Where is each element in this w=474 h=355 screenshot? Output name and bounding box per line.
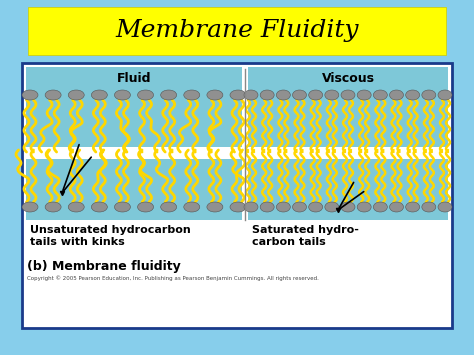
Ellipse shape (406, 90, 419, 100)
Ellipse shape (325, 90, 339, 100)
Ellipse shape (22, 90, 38, 100)
Ellipse shape (207, 202, 223, 212)
Ellipse shape (230, 90, 246, 100)
Ellipse shape (184, 90, 200, 100)
Text: Fluid: Fluid (117, 71, 151, 84)
Ellipse shape (276, 90, 291, 100)
Ellipse shape (114, 90, 130, 100)
Ellipse shape (207, 90, 223, 100)
Ellipse shape (68, 90, 84, 100)
Ellipse shape (422, 90, 436, 100)
FancyBboxPatch shape (26, 67, 242, 220)
Ellipse shape (325, 202, 339, 212)
Ellipse shape (244, 90, 258, 100)
Ellipse shape (390, 90, 403, 100)
FancyBboxPatch shape (248, 147, 448, 159)
Text: Membrane Fluidity: Membrane Fluidity (115, 20, 359, 43)
FancyBboxPatch shape (26, 147, 242, 159)
Ellipse shape (114, 202, 130, 212)
Ellipse shape (260, 202, 274, 212)
Text: Saturated hydro-
carbon tails: Saturated hydro- carbon tails (252, 225, 359, 247)
Ellipse shape (422, 202, 436, 212)
Ellipse shape (406, 202, 419, 212)
Ellipse shape (292, 90, 307, 100)
Ellipse shape (161, 202, 177, 212)
Ellipse shape (137, 202, 154, 212)
Ellipse shape (357, 202, 371, 212)
Ellipse shape (45, 202, 61, 212)
Ellipse shape (309, 202, 323, 212)
Ellipse shape (438, 202, 452, 212)
Ellipse shape (230, 202, 246, 212)
Ellipse shape (341, 202, 355, 212)
Ellipse shape (374, 90, 387, 100)
Ellipse shape (91, 90, 107, 100)
Ellipse shape (91, 202, 107, 212)
FancyBboxPatch shape (248, 67, 448, 220)
FancyBboxPatch shape (22, 63, 452, 328)
Text: (b) Membrane fluidity: (b) Membrane fluidity (27, 260, 181, 273)
Ellipse shape (309, 90, 323, 100)
Text: Viscous: Viscous (321, 71, 374, 84)
Ellipse shape (68, 202, 84, 212)
Ellipse shape (137, 90, 154, 100)
FancyBboxPatch shape (28, 7, 446, 55)
Ellipse shape (260, 90, 274, 100)
Ellipse shape (374, 202, 387, 212)
Ellipse shape (390, 202, 403, 212)
Ellipse shape (292, 202, 307, 212)
Ellipse shape (161, 90, 177, 100)
Ellipse shape (276, 202, 291, 212)
Ellipse shape (244, 202, 258, 212)
Ellipse shape (438, 90, 452, 100)
Ellipse shape (341, 90, 355, 100)
Ellipse shape (22, 202, 38, 212)
Ellipse shape (184, 202, 200, 212)
Ellipse shape (357, 90, 371, 100)
Text: Unsaturated hydrocarbon
tails with kinks: Unsaturated hydrocarbon tails with kinks (30, 225, 191, 247)
Text: Copyright © 2005 Pearson Education, Inc. Publishing as Pearson Benjamin Cummings: Copyright © 2005 Pearson Education, Inc.… (27, 275, 319, 281)
Ellipse shape (45, 90, 61, 100)
